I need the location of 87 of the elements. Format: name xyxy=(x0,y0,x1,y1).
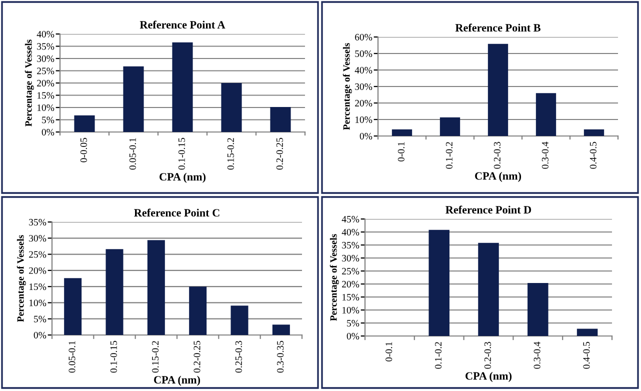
y-tick-label: 40% xyxy=(354,66,372,74)
x-tick-label: 0.2-0.3 xyxy=(484,342,491,369)
x-tick-label: 0.1-0.15 xyxy=(178,138,185,170)
y-tick-label: 25% xyxy=(37,68,54,74)
y-tick-label: 0% xyxy=(34,332,46,338)
x-tick-label: 0.3-0.35 xyxy=(277,340,284,373)
bar xyxy=(488,44,508,136)
y-axis-title: Percentage of Vessels xyxy=(16,235,26,322)
x-tick-label: 0-0.1 xyxy=(386,342,392,362)
y-tick-label: 60% xyxy=(355,34,372,40)
x-axis-title: CPA (nm) xyxy=(160,172,206,183)
bar xyxy=(536,93,556,136)
x-tick-label: 0.2-0.25 xyxy=(276,138,283,170)
bar xyxy=(172,42,193,132)
y-tick-label: 5% xyxy=(347,320,360,326)
bar xyxy=(392,129,412,136)
y-tick-label: 40% xyxy=(342,228,360,236)
x-tick-label: 0.15-0.2 xyxy=(227,138,234,170)
x-tick-label: 0.05-0.1 xyxy=(129,138,136,170)
y-tick-label: 15% xyxy=(37,92,54,99)
y-tick-label: 10% xyxy=(342,306,360,314)
x-tick-label: 0.2-0.3 xyxy=(494,142,500,169)
bar xyxy=(478,242,499,336)
bar xyxy=(272,324,290,335)
x-axis-title: CPA (nm) xyxy=(475,172,522,182)
bar xyxy=(440,117,460,136)
y-axis-title: Percentage of Vessels xyxy=(330,234,339,321)
x-axis-title: CPA (nm) xyxy=(154,376,200,386)
x-tick-label: 0.15-0.2 xyxy=(152,341,159,373)
bar xyxy=(428,230,450,336)
y-tick-label: 20% xyxy=(29,267,46,274)
x-axis-title: CPA (nm) xyxy=(466,372,512,382)
bar xyxy=(528,282,548,336)
y-tick-label: 5% xyxy=(42,116,54,124)
x-tick-label: 0.1-0.2 xyxy=(434,342,442,369)
y-tick-label: 10% xyxy=(37,104,54,111)
bar xyxy=(123,66,144,132)
y-tick-label: 30% xyxy=(355,83,372,90)
x-tick-label: 0.1-0.15 xyxy=(110,340,117,373)
y-tick-label: 25% xyxy=(342,268,360,274)
y-tick-label: 20% xyxy=(342,280,360,288)
x-tick-label: 0.2-0.25 xyxy=(194,340,200,373)
x-tick-label: 0.3-0.4 xyxy=(542,142,548,169)
x-tick-label: 0.05-0.1 xyxy=(68,341,76,373)
y-tick-label: 30% xyxy=(37,55,54,62)
y-tick-label: 40% xyxy=(36,30,54,38)
y-tick-label: 35% xyxy=(37,43,54,50)
y-tick-label: 45% xyxy=(342,216,360,222)
bar xyxy=(74,115,95,132)
bar xyxy=(147,240,165,335)
bar xyxy=(270,107,291,132)
chart-title: Reference Point C xyxy=(134,208,220,217)
y-tick-label: 30% xyxy=(29,235,46,242)
y-axis-title: Percentage of Vessels xyxy=(24,40,34,126)
y-tick-label: 20% xyxy=(37,80,54,86)
y-tick-label: 5% xyxy=(34,316,46,322)
chart-title: Reference Point A xyxy=(140,20,226,29)
x-tick-label: 0-0.05 xyxy=(80,138,87,162)
x-tick-label: 0-0.1 xyxy=(398,142,404,162)
bar xyxy=(221,83,242,132)
bar xyxy=(106,249,124,335)
y-tick-label: 0% xyxy=(360,132,372,140)
x-tick-label: 0.4-0.5 xyxy=(583,342,590,369)
y-tick-label: 10% xyxy=(29,300,46,306)
x-tick-label: 0.4-0.5 xyxy=(590,142,596,169)
y-tick-label: 35% xyxy=(29,218,46,226)
x-tick-label: 0.1-0.2 xyxy=(446,142,452,169)
x-tick-label: 0.25-0.3 xyxy=(235,340,242,373)
y-tick-label: 30% xyxy=(342,254,360,262)
y-tick-label: 0% xyxy=(346,332,360,340)
chart-title: Reference Point D xyxy=(446,206,532,214)
bar xyxy=(189,286,207,335)
y-tick-label: 0% xyxy=(42,128,54,136)
chart-title: Reference Point B xyxy=(455,24,540,32)
x-tick-label: 0.3-0.4 xyxy=(534,342,540,369)
y-tick-label: 50% xyxy=(355,50,372,57)
y-tick-label: 25% xyxy=(29,251,46,258)
y-tick-label: 35% xyxy=(342,242,360,248)
y-axis-title: Percentage of Vessels xyxy=(342,43,352,130)
bar xyxy=(64,278,82,335)
bar xyxy=(576,328,598,336)
y-tick-label: 15% xyxy=(29,283,46,290)
y-tick-label: 10% xyxy=(355,116,372,123)
y-tick-label: 20% xyxy=(355,100,372,106)
y-tick-label: 15% xyxy=(342,294,360,300)
bar xyxy=(230,306,248,335)
bar xyxy=(584,129,604,136)
